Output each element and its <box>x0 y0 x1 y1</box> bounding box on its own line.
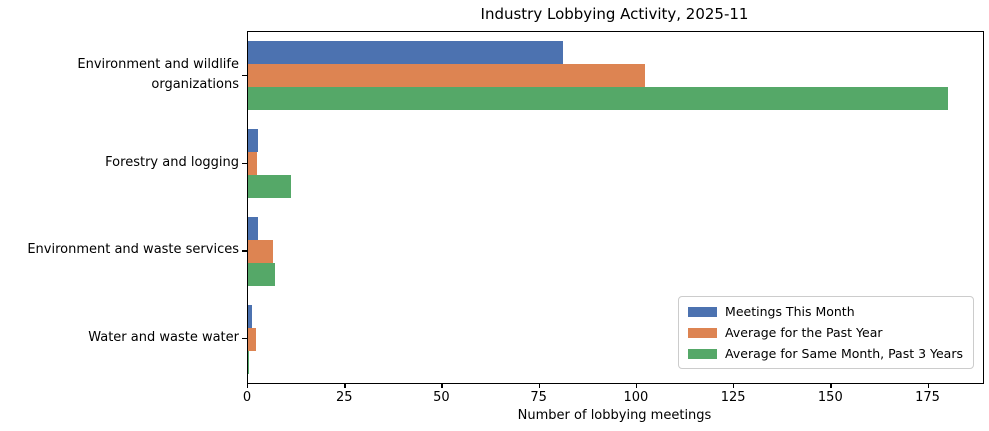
x-axis-label: Number of lobbying meetings <box>517 408 712 423</box>
legend: Meetings This Month Average for the Past … <box>678 296 974 369</box>
bar-series-1 <box>248 239 274 263</box>
x-tick-mark <box>247 383 249 388</box>
x-tick-label: 125 <box>720 390 746 405</box>
legend-label: Meetings This Month <box>725 304 855 319</box>
x-tick-label: 0 <box>242 390 252 405</box>
x-tick-label: 150 <box>817 390 843 405</box>
y-category-label-text: Water and waste water <box>88 328 239 348</box>
legend-entry: Meetings This Month <box>688 304 963 319</box>
legend-swatch <box>688 306 718 317</box>
bar-series-2 <box>248 175 291 199</box>
legend-swatch <box>688 348 718 359</box>
bar-series-1 <box>248 64 645 88</box>
y-category-label-line: organizations <box>151 76 239 92</box>
bar-series-0 <box>248 216 258 240</box>
x-tick-label: 25 <box>335 390 353 405</box>
x-tick-mark <box>344 383 346 388</box>
bar-series-1 <box>248 152 257 176</box>
y-category-label-line: Environment and waste services <box>27 242 239 258</box>
y-tick-mark <box>242 250 247 252</box>
bar-group <box>248 120 983 208</box>
legend-entry: Average for the Past Year <box>688 325 963 340</box>
chart-title: Industry Lobbying Activity, 2025-11 <box>480 5 749 23</box>
y-category-label: Environment and wildlife organizations <box>0 31 239 119</box>
x-tick-label: 50 <box>433 390 450 405</box>
x-tick-label: 100 <box>623 390 649 405</box>
legend-label: Average for the Past Year <box>725 325 883 340</box>
bar-series-2 <box>248 87 948 111</box>
y-category-label: Forestry and logging <box>0 119 239 207</box>
y-category-label-text: Environment and waste services <box>27 240 239 260</box>
legend-swatch <box>688 327 718 338</box>
bar-group <box>248 32 983 120</box>
bar-group <box>248 208 983 296</box>
bar-series-0 <box>248 304 252 328</box>
x-tick-mark <box>441 383 443 388</box>
y-tick-mark <box>242 74 247 77</box>
x-tick-mark <box>830 383 832 388</box>
plot-area: Meetings This Month Average for the Past … <box>247 31 984 384</box>
y-category-label-text: Environment and wildlife organizations <box>77 55 239 95</box>
bar-series-1 <box>248 327 256 351</box>
legend-entry: Average for Same Month, Past 3 Years <box>688 346 963 361</box>
bar-series-2 <box>248 350 250 374</box>
x-tick-mark <box>538 383 540 388</box>
y-category-label-line: Environment and wildlife <box>77 56 239 72</box>
bar-series-0 <box>248 129 258 153</box>
x-tick-mark <box>733 383 735 388</box>
y-category-label-line: Water and waste water <box>88 330 239 346</box>
bar-group <box>248 295 983 383</box>
y-category-label-line: Forestry and logging <box>105 154 239 170</box>
y-category-label: Water and waste water <box>0 294 239 382</box>
x-tick-mark <box>927 383 929 388</box>
y-tick-mark <box>242 162 247 164</box>
x-tick-mark <box>635 383 638 388</box>
x-tick-label: 175 <box>915 390 940 405</box>
bar-series-2 <box>248 262 276 286</box>
y-category-label: Environment and waste services <box>0 207 239 295</box>
bar-series-0 <box>248 41 563 65</box>
x-tick-label: 75 <box>530 390 547 405</box>
y-category-label-text: Forestry and logging <box>105 153 239 173</box>
y-tick-mark <box>242 338 247 340</box>
legend-label: Average for Same Month, Past 3 Years <box>725 346 963 361</box>
